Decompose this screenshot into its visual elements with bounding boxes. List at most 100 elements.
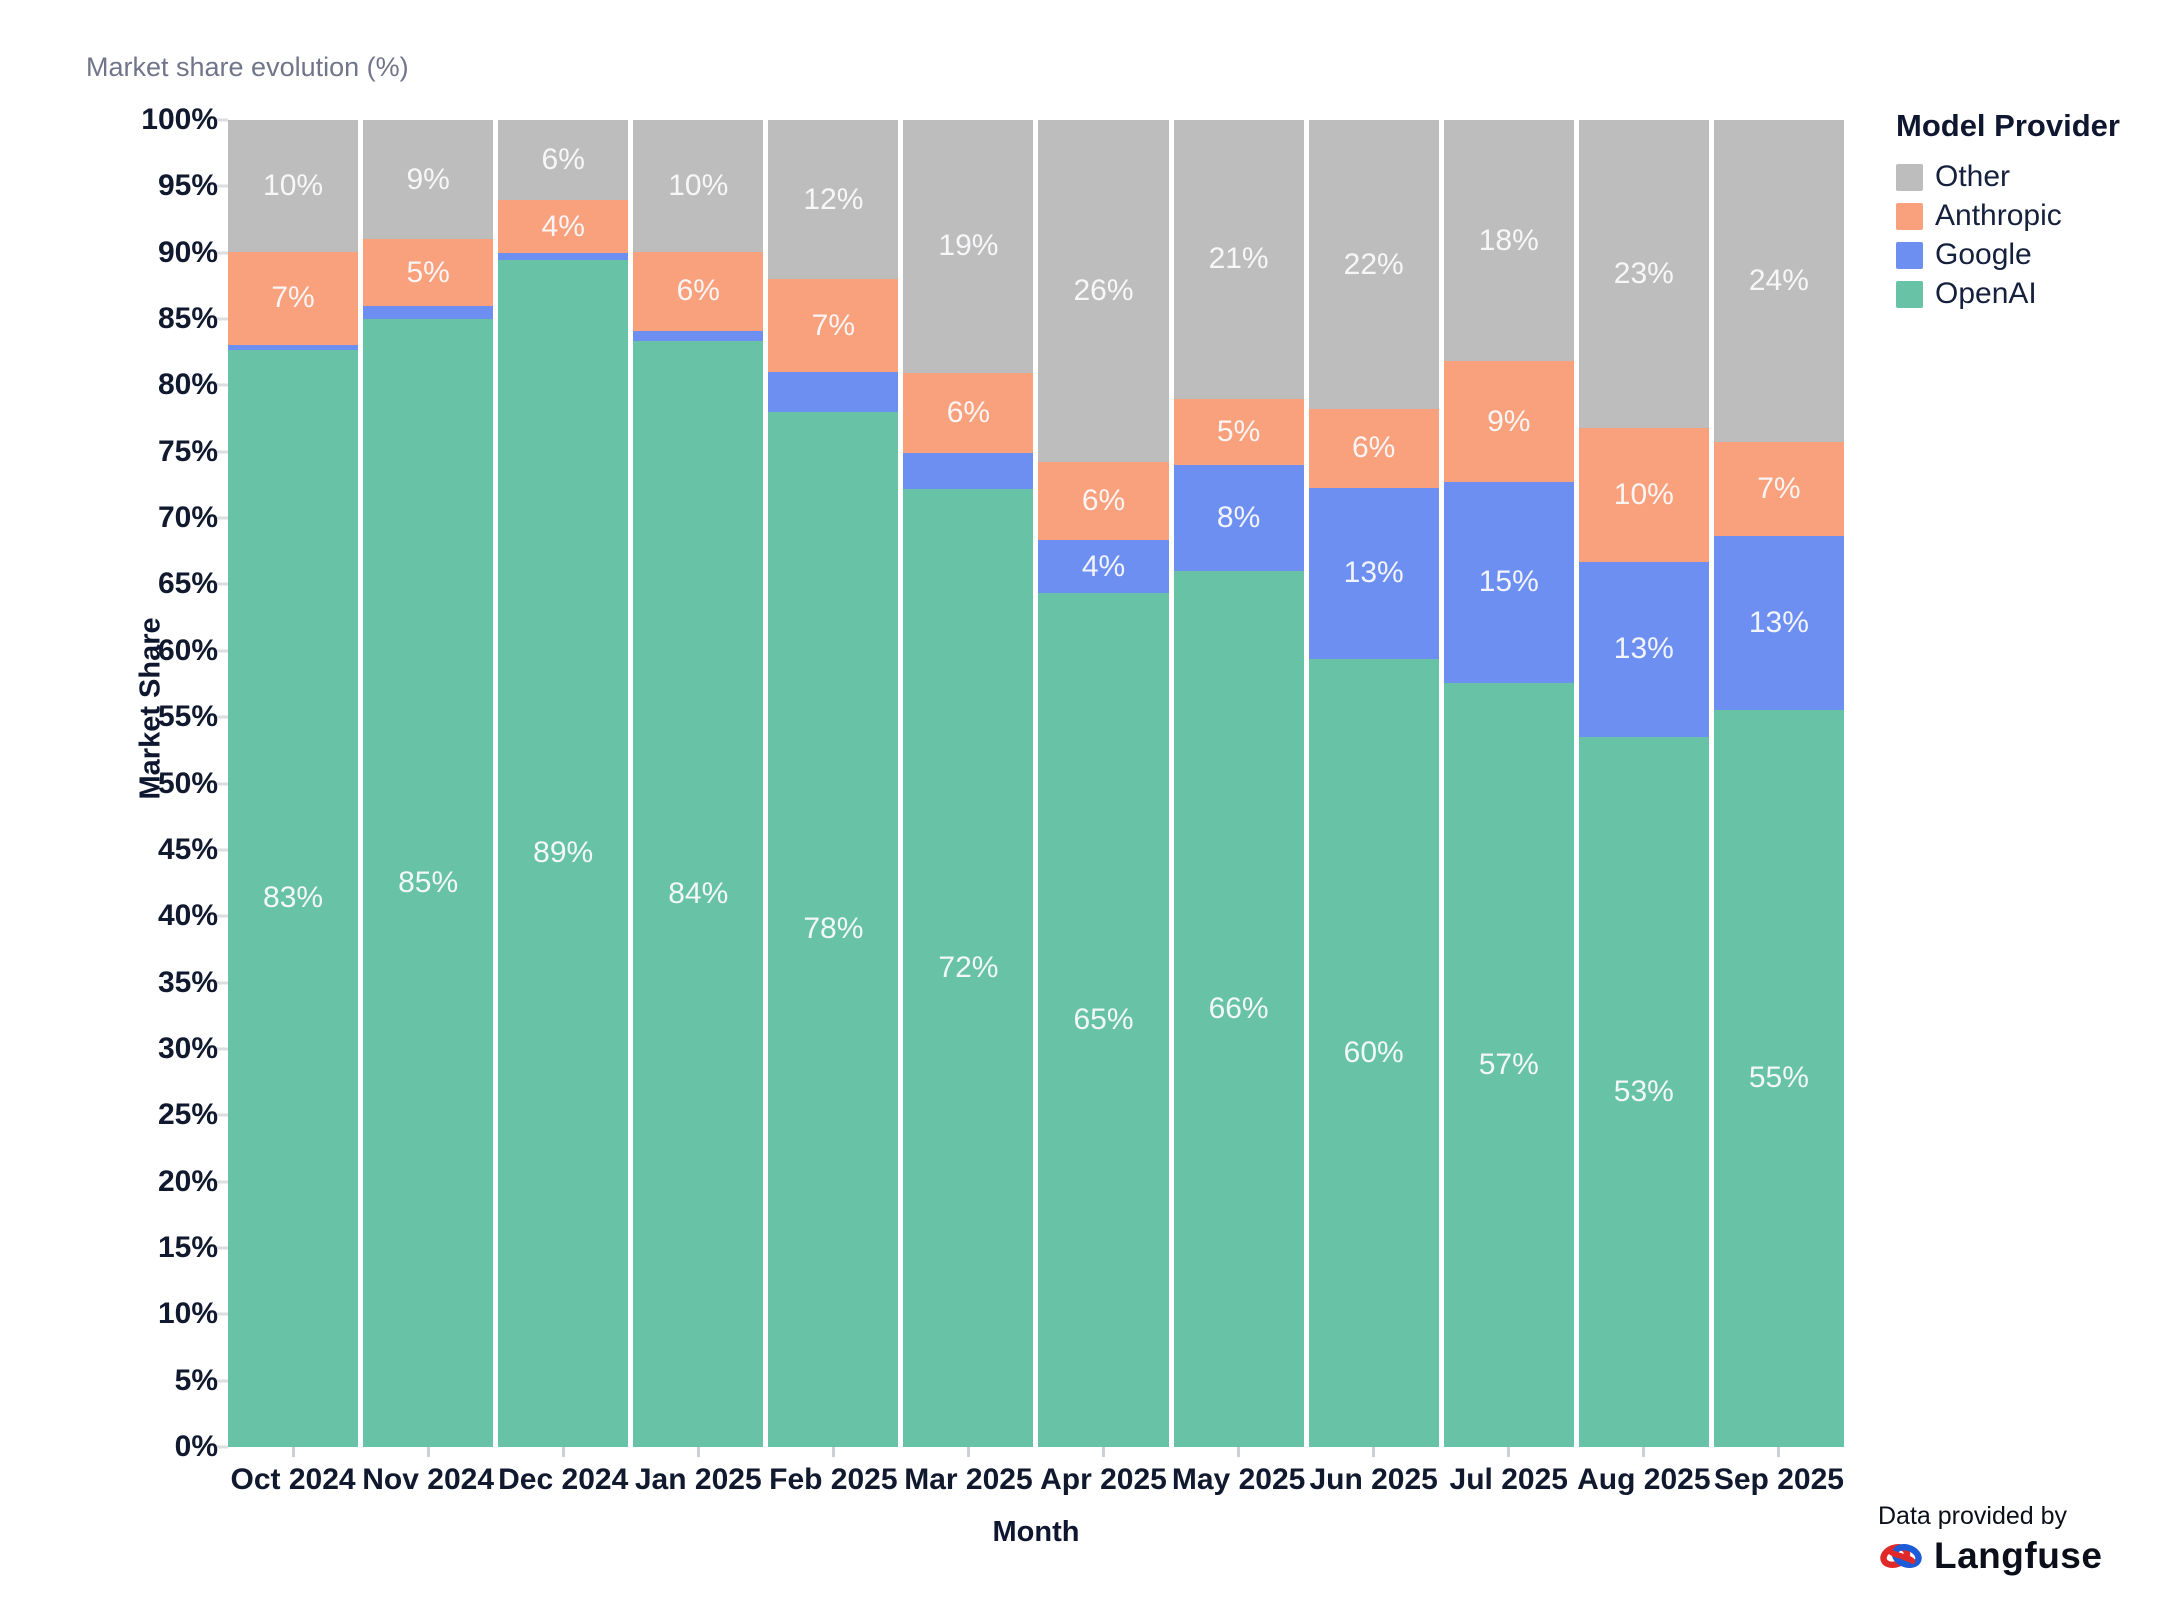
bar-segment-openai-feb-2025[interactable]: 78%: [768, 411, 899, 1447]
bar-segment-anthropic-mar-2025[interactable]: 6%: [903, 372, 1034, 453]
bar-segment-anthropic-sep-2025[interactable]: 7%: [1713, 441, 1844, 536]
bar-column-apr-2025: 26% 6% 4% 65%: [1038, 120, 1169, 1447]
bar-segment-openai-jul-2025[interactable]: 57%: [1443, 682, 1574, 1447]
bar-segment-google-feb-2025[interactable]: [768, 372, 899, 412]
x-tick-label: Feb 2025: [769, 1463, 898, 1496]
bar-value-label: 4%: [541, 209, 585, 243]
bar-segment-openai-nov-2024[interactable]: 85%: [363, 319, 494, 1447]
bar-segment-anthropic-aug-2025[interactable]: 10%: [1578, 428, 1709, 563]
bar-segment-google-jul-2025[interactable]: 15%: [1443, 481, 1574, 683]
x-tick-mark: [696, 1447, 700, 1457]
x-tick-label: Jul 2025: [1449, 1463, 1568, 1496]
bar-segment-anthropic-dec-2024[interactable]: 4%: [498, 200, 629, 254]
bar-segment-anthropic-jul-2025[interactable]: 9%: [1443, 361, 1574, 482]
bar-value-label: 21%: [1208, 242, 1269, 276]
bar-segment-other-jan-2025[interactable]: 10%: [633, 120, 764, 252]
y-tick-mark: [217, 848, 228, 852]
bar-value-label: 15%: [1478, 565, 1539, 599]
bar-value-label: 84%: [668, 877, 729, 911]
bar-value-label: 7%: [1757, 471, 1801, 505]
y-tick-mark: [217, 715, 228, 719]
y-tick-label: 95%: [157, 169, 218, 203]
bar-value-label: 13%: [1748, 605, 1809, 639]
bar-segment-google-nov-2024[interactable]: [363, 305, 494, 320]
legend-label: OpenAI: [1935, 277, 2037, 310]
y-tick-mark: [217, 1445, 228, 1449]
bar-segment-anthropic-feb-2025[interactable]: 7%: [768, 279, 899, 373]
x-tick-mark: [1507, 1447, 1511, 1457]
y-tick-mark: [217, 782, 228, 785]
attribution-prefix: Data provided by: [1878, 1502, 2068, 1530]
bar-segment-google-jun-2025[interactable]: 13%: [1308, 487, 1439, 659]
bar-segment-openai-apr-2025[interactable]: 65%: [1038, 592, 1169, 1447]
bar-segment-anthropic-may-2025[interactable]: 5%: [1173, 398, 1304, 465]
legend-item-anthropic[interactable]: Anthropic: [1896, 201, 2146, 231]
bar-segment-openai-jun-2025[interactable]: 60%: [1308, 658, 1439, 1447]
x-tick-mark: [831, 1447, 835, 1457]
bar-value-label: 6%: [1081, 484, 1126, 517]
bar-segment-google-dec-2024[interactable]: [498, 253, 629, 261]
bar-segment-anthropic-nov-2024[interactable]: 5%: [363, 239, 494, 306]
legend-item-other[interactable]: Other: [1896, 162, 2146, 192]
x-tick-label: Dec 2024: [498, 1463, 629, 1496]
bar-segment-other-nov-2024[interactable]: 9%: [363, 120, 494, 240]
bar-segment-openai-dec-2024[interactable]: 89%: [498, 260, 629, 1447]
bar-segment-google-oct-2024[interactable]: [228, 344, 359, 350]
legend-item-google[interactable]: Google: [1896, 240, 2146, 270]
bar-segment-google-may-2025[interactable]: 8%: [1173, 465, 1304, 572]
y-tick-mark: [217, 981, 228, 985]
bar-segment-other-aug-2025[interactable]: 23%: [1578, 120, 1709, 429]
x-tick-mark: [966, 1447, 970, 1457]
attribution-brand: Langfuse: [1934, 1535, 2103, 1576]
bar-value-label: 13%: [1613, 632, 1674, 666]
bar-segment-google-sep-2025[interactable]: 13%: [1713, 535, 1844, 710]
bar-segment-anthropic-jan-2025[interactable]: 6%: [633, 251, 764, 331]
bar-segment-other-mar-2025[interactable]: 19%: [903, 120, 1034, 373]
x-axis-cell: Mar 2025: [903, 1447, 1033, 1497]
bar-segment-google-apr-2025[interactable]: 4%: [1038, 540, 1169, 593]
bar-segment-other-jul-2025[interactable]: 18%: [1443, 120, 1574, 362]
bar-value-label: 6%: [946, 395, 991, 429]
bar-segment-other-jun-2025[interactable]: 22%: [1308, 120, 1439, 410]
bar-column-feb-2025: 12% 7% 78%: [768, 120, 899, 1447]
bar-segment-other-dec-2024[interactable]: 6%: [498, 120, 629, 201]
bar-value-label: 10%: [1613, 478, 1674, 512]
bar-column-nov-2024: 9% 5% 85%: [363, 120, 494, 1447]
bar-segment-openai-jan-2025[interactable]: 84%: [633, 341, 764, 1447]
bar-segment-openai-aug-2025[interactable]: 53%: [1578, 736, 1709, 1447]
bar-value-label: 85%: [398, 866, 459, 899]
legend-item-openai[interactable]: OpenAI: [1896, 279, 2146, 309]
y-tick-mark: [217, 118, 228, 122]
x-tick-mark: [1372, 1447, 1376, 1457]
bar-segment-other-apr-2025[interactable]: 26%: [1038, 120, 1169, 462]
y-tick-label: 55%: [157, 700, 218, 734]
y-tick-mark: [217, 516, 228, 520]
bar-segment-google-jan-2025[interactable]: [633, 330, 764, 342]
bar-segment-other-sep-2025[interactable]: 24%: [1713, 120, 1844, 442]
bar-segment-other-feb-2025[interactable]: 12%: [768, 120, 899, 280]
x-tick-label: Nov 2024: [362, 1463, 494, 1496]
bar-segment-google-mar-2025[interactable]: [903, 452, 1034, 489]
y-tick-mark: [217, 1246, 228, 1250]
y-tick-label: 15%: [157, 1230, 218, 1264]
bar-value-label: 9%: [406, 162, 450, 196]
bar-segment-openai-may-2025[interactable]: 66%: [1173, 571, 1304, 1447]
y-axis: 0% 5% 10% 15% 20% 25% 30% 35% 40% 45% 50% 55% 60% 65%…: [0, 103, 228, 1463]
y-tick-label: 60%: [157, 633, 218, 667]
bar-segment-openai-oct-2024[interactable]: 83%: [228, 349, 359, 1447]
y-tick-label: 10%: [157, 1297, 218, 1331]
bar-segment-openai-sep-2025[interactable]: 55%: [1713, 709, 1844, 1447]
bar-segment-google-aug-2025[interactable]: 13%: [1578, 562, 1709, 737]
bar-segment-openai-mar-2025[interactable]: 72%: [903, 488, 1034, 1447]
bar-segment-anthropic-jun-2025[interactable]: 6%: [1308, 409, 1439, 488]
bar-segment-other-may-2025[interactable]: 21%: [1173, 120, 1304, 399]
y-tick-mark: [217, 1312, 228, 1316]
bar-value-label: 7%: [271, 281, 315, 315]
bar-segment-anthropic-apr-2025[interactable]: 6%: [1038, 461, 1169, 541]
bar-segment-anthropic-oct-2024[interactable]: 7%: [228, 252, 359, 345]
bar-segment-other-oct-2024[interactable]: 10%: [228, 120, 359, 253]
x-axis-cell: Jan 2025: [633, 1447, 763, 1497]
y-tick-mark: [217, 582, 228, 586]
y-tick-mark: [217, 317, 228, 321]
bar-value-label: 89%: [533, 836, 594, 870]
